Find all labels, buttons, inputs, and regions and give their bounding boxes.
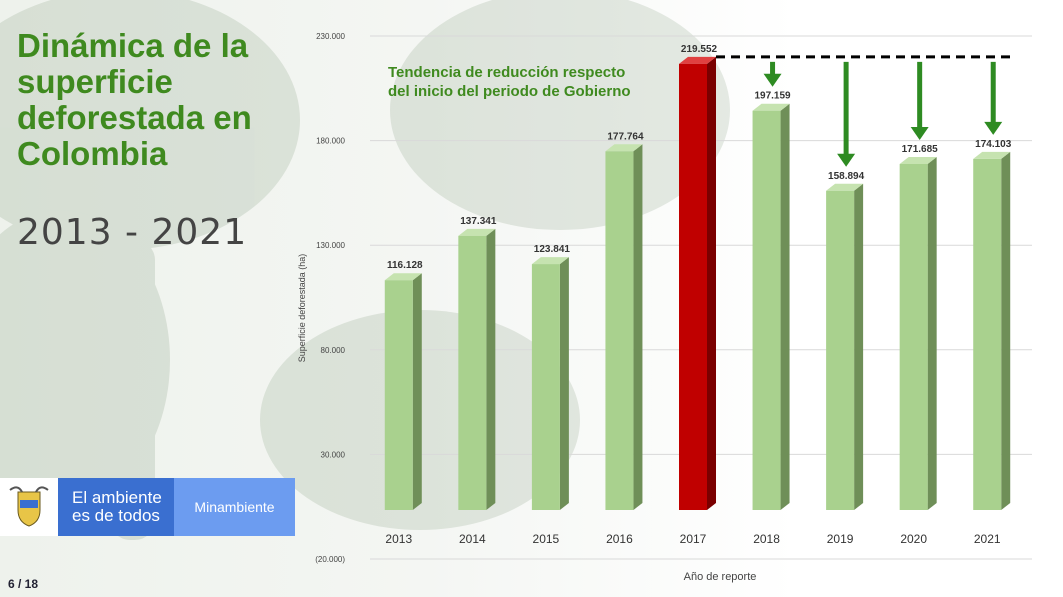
bar-2017: [679, 63, 707, 511]
bar-side-2020: [927, 156, 937, 510]
bar-2015: [531, 264, 560, 510]
bar-side-2015: [559, 257, 569, 510]
bar-top-2014: [458, 228, 496, 236]
bar-side-2018: [780, 103, 790, 510]
bar-side-2021: [1001, 151, 1011, 510]
x-tick-label-2018: 2018: [753, 532, 780, 546]
x-tick-label-2019: 2019: [827, 532, 854, 546]
bar-2016: [605, 151, 634, 510]
slide-title: Dinámica de la superficie deforestada en…: [17, 27, 252, 172]
x-tick-label-2015: 2015: [533, 532, 560, 546]
y-tick-label: 180.000: [316, 137, 345, 146]
reduction-arrow-head-2018: [763, 73, 782, 87]
bar-top-2017: [679, 56, 716, 64]
y-tick-label: 30.000: [321, 450, 346, 459]
bar-2018: [752, 110, 781, 510]
logo-brand: Minambiente: [174, 478, 295, 536]
bar-2020: [899, 163, 928, 510]
x-tick-label-2020: 2020: [900, 532, 927, 546]
reduction-arrow-head-2021: [984, 121, 1003, 135]
bar-top-2018: [752, 103, 790, 111]
bar-top-2013: [384, 273, 422, 281]
bar-2014: [458, 235, 487, 510]
bar-top-2019: [826, 183, 864, 191]
x-tick-label-2014: 2014: [459, 532, 486, 546]
bar-top-2015: [531, 257, 569, 265]
reduction-arrow-head-2020: [910, 126, 929, 140]
bar-side-2013: [412, 273, 422, 510]
data-label-2013: 116.128: [387, 260, 423, 271]
bar-2019: [826, 190, 855, 510]
y-tick-label: 230.000: [316, 32, 345, 41]
y-axis-title: Superficie deforestada (ha): [297, 254, 307, 363]
ministry-logo-bar: El ambiente es de todos Minambiente: [0, 478, 295, 536]
data-label-2019: 158.894: [828, 171, 865, 182]
bar-2021: [973, 158, 1002, 510]
logo-slogan: El ambiente es de todos: [58, 478, 174, 536]
reduction-arrow-head-2019: [837, 153, 856, 167]
logo-slogan-line2: es de todos: [72, 506, 160, 525]
bar-top-2020: [899, 156, 937, 164]
y-tick-label: 130.000: [316, 241, 345, 250]
page-number: 6 / 18: [8, 577, 39, 591]
data-label-2014: 137.341: [460, 216, 497, 227]
bar-side-2014: [486, 228, 496, 510]
data-label-2017: 219.552: [681, 44, 718, 55]
annotation-line1: Tendencia de reducción respecto: [388, 64, 625, 81]
data-label-2018: 197.159: [754, 91, 791, 102]
x-tick-label-2013: 2013: [385, 532, 412, 546]
data-label-2015: 123.841: [534, 244, 571, 255]
annotation-line2: del inicio del periodo de Gobierno: [388, 83, 631, 100]
bar-top-2021: [973, 151, 1011, 159]
data-label-2020: 171.685: [902, 144, 939, 155]
y-tick-label: (20.000): [315, 555, 345, 564]
x-tick-label-2016: 2016: [606, 532, 633, 546]
bar-side-2017: [707, 56, 716, 511]
bar-side-2019: [854, 183, 864, 510]
bar-top-2016: [605, 144, 643, 152]
slide-subtitle: 2013 - 2021: [17, 212, 248, 253]
bar-2013: [384, 280, 413, 510]
y-tick-label: 80.000: [321, 346, 346, 355]
x-tick-label-2017: 2017: [680, 532, 707, 546]
data-label-2016: 177.764: [607, 131, 644, 142]
x-axis-title: Año de reporte: [684, 571, 757, 583]
data-label-2021: 174.103: [975, 139, 1012, 150]
logo-slogan-line1: El ambiente: [72, 488, 162, 507]
x-tick-label-2021: 2021: [974, 532, 1001, 546]
coat-of-arms-icon: [0, 478, 58, 536]
bar-side-2016: [633, 144, 643, 510]
